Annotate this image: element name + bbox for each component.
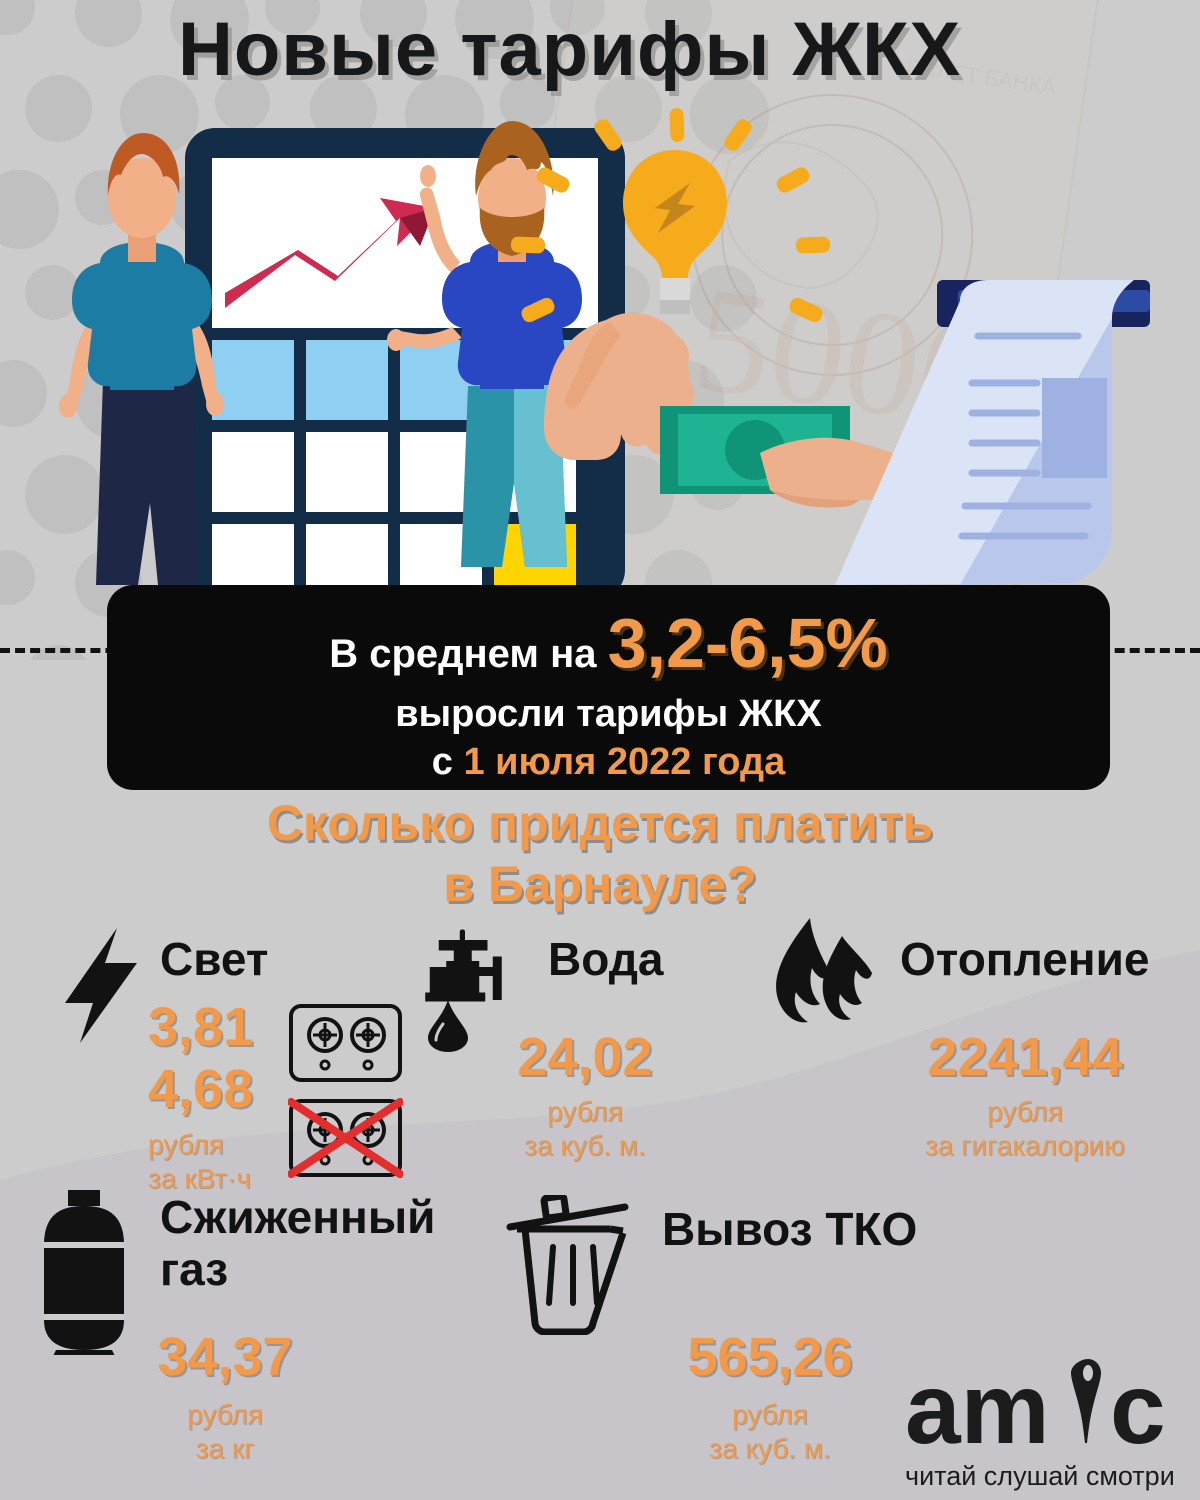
svg-text:am: am	[905, 1355, 1050, 1465]
svg-text:c: c	[1110, 1355, 1166, 1465]
